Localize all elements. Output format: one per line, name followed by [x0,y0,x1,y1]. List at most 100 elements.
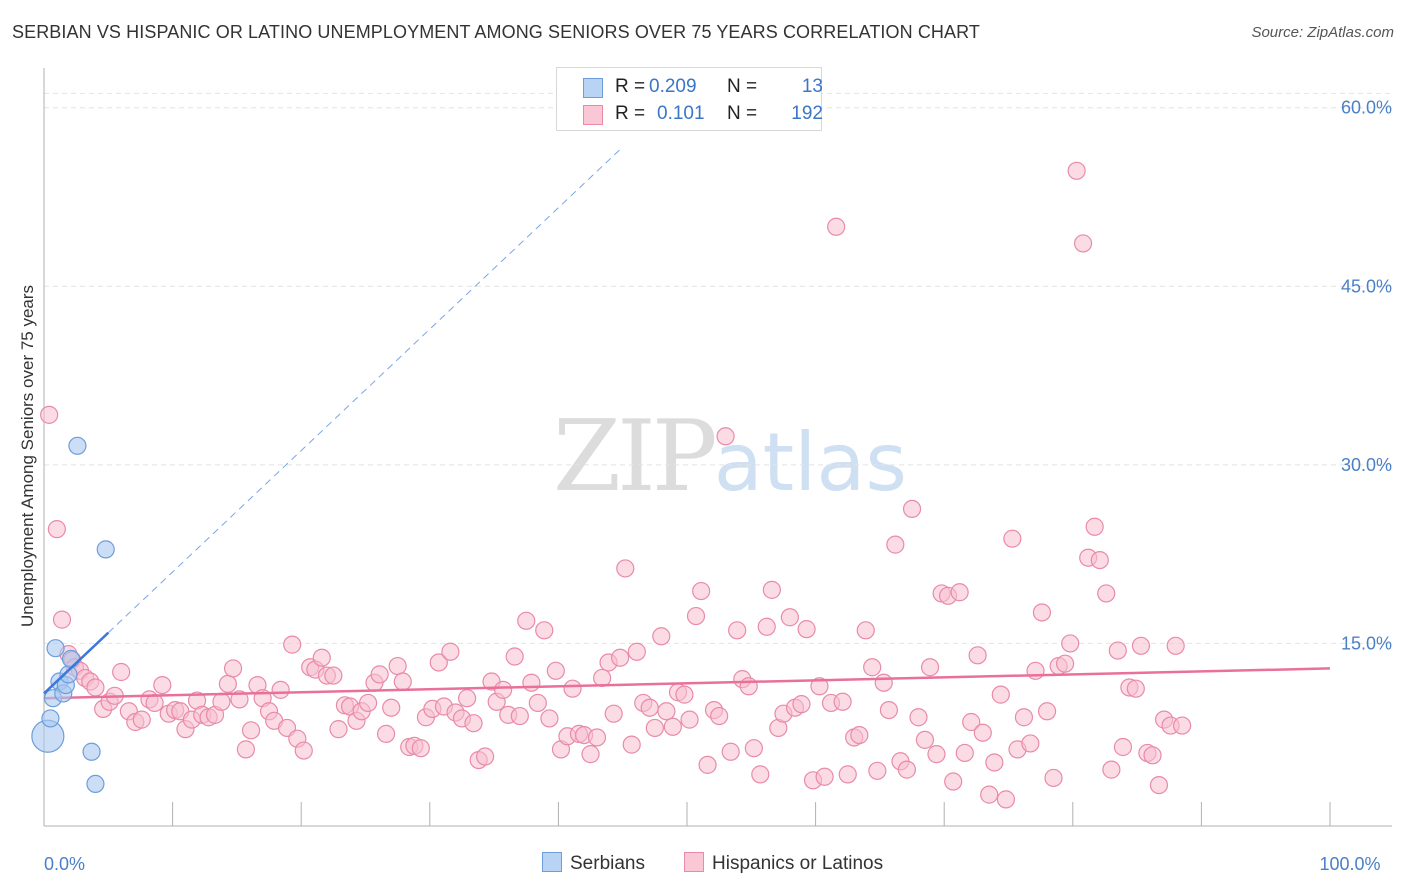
hispanic-point [563,679,582,698]
hispanic-point [86,678,105,697]
hispanic-point [1149,775,1169,795]
hispanic-point [441,642,460,661]
bottom-legend-label-serbians: Serbians [570,853,645,874]
hispanic-point [1003,529,1022,548]
source-credit: Source: ZipAtlas.com [1251,24,1394,41]
hispanic-point [692,581,711,601]
hispanic-point [721,742,740,761]
hispanic-point [370,665,389,684]
hispanic-point [47,520,66,539]
legend-r-value: 0.101 [657,103,705,124]
hispanic-point [1102,760,1121,779]
hispanic-point [645,718,664,738]
x-tick-label: 100.0% [1319,854,1380,874]
hispanic-point [241,721,261,740]
hispanic-point [382,698,401,717]
hispanic-point [850,725,869,745]
hispanic-point [985,753,1004,772]
serbian-point [96,540,115,559]
hispanic-point [1055,654,1075,673]
hispanic-point [663,717,682,736]
y-tick-label: 30.0% [1341,455,1392,475]
hispanic-point [920,658,940,677]
y-tick-label: 15.0% [1341,633,1392,653]
hispanic-point [1026,661,1045,680]
hispanic-point [810,677,829,696]
hispanic-point [1073,234,1093,253]
hispanic-point [1173,716,1192,735]
hispanic-point [283,635,302,654]
hispanic-point [329,720,348,739]
hispanic-point [475,747,495,766]
hispanic-point [510,706,529,726]
hispanic-point [739,677,758,696]
hispanic-point [429,653,448,672]
legend-r-value: 0.209 [649,76,697,97]
x-tick-label: 0.0% [44,854,85,874]
hispanic-point [680,710,699,729]
legend-r-label: R = [615,103,646,124]
serbian-point [46,639,65,658]
serbian-trend-extension [107,146,624,634]
hispanic-point [792,695,811,714]
hispanic-trend-line [43,667,1331,700]
hispanic-point [744,739,763,758]
hispanic-point [388,656,407,676]
hispanic-point [902,499,922,519]
hispanic-point [1090,550,1109,570]
hispanic-point [535,621,554,640]
hispanic-point [762,580,781,599]
hispanic-point [604,704,623,723]
bottom-legend-swatch-serbians [542,852,562,872]
hispanic-point [358,693,378,713]
hispanic-point [909,708,928,727]
hispanic-point [1126,679,1145,698]
hispanic-point [1061,634,1080,653]
hispanic-point [132,710,151,729]
hispanic-point [751,765,770,784]
bottom-legend-hispanics: Hispanics or Latinos [684,852,883,875]
hispanic-point [517,611,536,630]
hispanic-point [675,685,694,704]
hispanic-point [112,662,131,682]
serbian-point [68,436,87,455]
hispanic-point [324,666,343,685]
legend-swatch-serbians [583,78,603,98]
legend-swatch-hispanics [583,105,603,125]
hispanic-point [780,608,799,627]
hispanic-point [815,767,834,786]
hispanic-point [886,535,905,554]
hispanic-point [797,620,816,639]
serbian-point [86,774,105,794]
hispanic-point [927,745,946,764]
bottom-legend-label-hispanics: Hispanics or Latinos [712,853,884,874]
serbian-point [61,649,81,669]
legend-r-label: R = [615,76,646,97]
hispanic-point [312,648,331,667]
hispanic-point [52,610,72,629]
legend-n-label: N = [727,76,758,97]
hispanic-point [968,646,987,665]
hispanic-point [1113,737,1133,757]
legend: R = 0.209 N = 13 R = 0.101 N = 192 [556,67,823,131]
hispanic-point [611,648,630,667]
hispanic-point [879,700,899,720]
hispanic-point [710,706,729,726]
hispanic-point [505,647,524,666]
hispanic-point [657,702,676,721]
hispanic-point [40,405,59,424]
y-tick-label: 45.0% [1341,276,1392,296]
hispanic-point [540,709,559,728]
hispanic-point [1032,603,1052,622]
hispanic-point [627,642,646,661]
hispanic-point [1067,161,1086,180]
hispanic-point [1108,641,1127,660]
legend-n-value: 192 [791,103,823,124]
hispanic-point [1085,517,1104,536]
hispanic-point [218,674,237,694]
legend-n-value: 13 [801,76,823,97]
hispanic-point [528,693,547,713]
hispanic-point [652,627,671,646]
hispanic-point [1014,708,1034,727]
chart-title: SERBIAN VS HISPANIC OR LATINO UNEMPLOYME… [12,22,981,42]
